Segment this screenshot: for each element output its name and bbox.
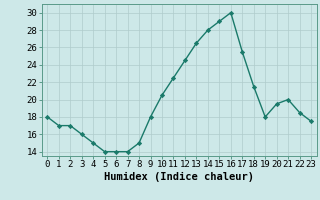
- X-axis label: Humidex (Indice chaleur): Humidex (Indice chaleur): [104, 172, 254, 182]
